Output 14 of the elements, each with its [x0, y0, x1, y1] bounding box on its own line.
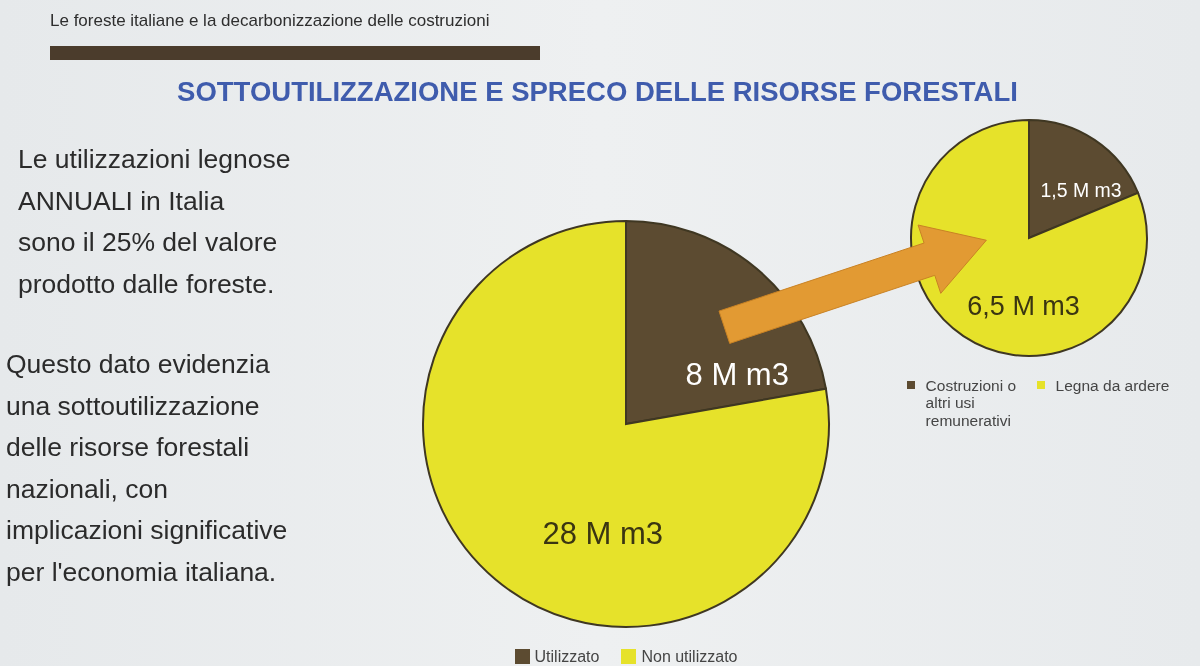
pie-slice — [910, 119, 1148, 357]
text: Le foreste italiane e la decarbonizzazione delle costruzioni — [50, 11, 490, 31]
pie-slice — [422, 220, 830, 628]
chart-title: SOTTOUTILIZZAZIONE E SPRECO DELLE RISORSE FORESTALI — [176, 76, 1019, 108]
data-label: 8 M m3 — [685, 356, 789, 392]
text: Le utilizzazioni legnose ANNUALI in Italia sono il 25% del valore prodotto dalle foreste. — [18, 143, 291, 301]
legend-label: Utilizzato — [534, 647, 600, 666]
data-label: 28 M m3 — [542, 515, 664, 551]
legend-label: Costruzioni o altri usi remunerativi — [925, 376, 1018, 430]
data-label: 1,5 M m3 — [1040, 178, 1122, 201]
slice-label: Legna da ardere — [1055, 376, 1170, 395]
text: Questo dato evidenzia una sottoutilizzazione delle risorse forestali nazionali, con implicazioni significative per l'economia italiana. — [6, 348, 288, 589]
slice-label: Non utilizzato — [641, 647, 738, 666]
data-label: 6,5 M m3 — [967, 291, 1080, 322]
